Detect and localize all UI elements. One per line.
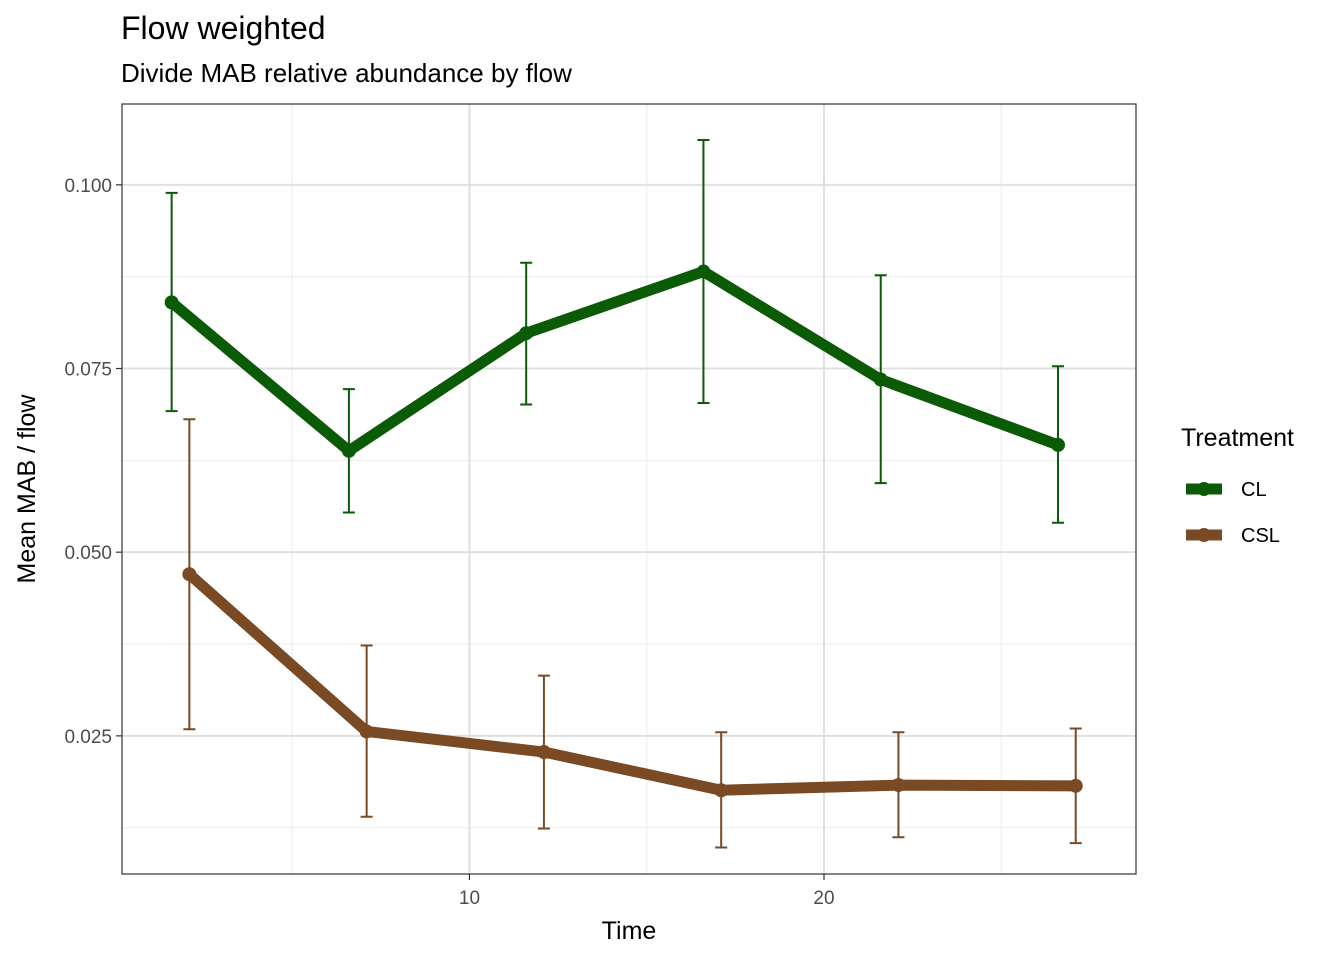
data-point-cl [164,295,179,310]
legend-label-csl: CSL [1241,525,1280,547]
legend-point-csl [1197,528,1211,542]
data-point-cl [873,372,888,387]
grid [122,104,1136,874]
legend-title: Treatment [1181,424,1294,452]
axes: 10 20 0.025 0.050 0.075 0.100 [64,176,834,909]
data-point-csl [536,745,551,760]
data-point-csl [1068,778,1083,793]
x-tick-label: 10 [459,888,480,909]
y-tick-label: 0.075 [64,360,112,381]
series-layer [164,139,1083,849]
y-tick-label: 0.025 [64,727,112,748]
y-tick-label: 0.100 [64,176,112,197]
x-tick-label: 20 [813,888,834,909]
data-point-cl [341,443,356,458]
plot-panel [122,104,1136,874]
chart-subtitle: Divide MAB relative abundance by flow [121,58,572,88]
panel-border [121,103,1137,875]
series-line-cl [168,266,1060,457]
data-point-csl [182,567,197,582]
data-point-csl [714,783,729,798]
data-point-cl [696,264,711,279]
series-csl [182,418,1083,849]
x-axis-title: Time [602,917,657,945]
data-point-csl [891,778,906,793]
legend-label-cl: CL [1241,479,1267,501]
data-point-cl [1051,437,1065,452]
chart-title: Flow weighted [121,10,326,46]
y-tick-label: 0.050 [64,543,112,564]
series-cl [164,139,1065,524]
legend-key-cl: CL [1186,479,1267,501]
legend-point-cl [1197,482,1211,496]
legend: Treatment CL CSL [1181,424,1294,547]
data-point-csl [359,724,374,739]
legend-key-csl: CSL [1186,525,1280,547]
series-line-csl [185,570,1076,796]
y-axis-title: Mean MAB / flow [13,394,41,584]
data-point-cl [519,326,534,341]
